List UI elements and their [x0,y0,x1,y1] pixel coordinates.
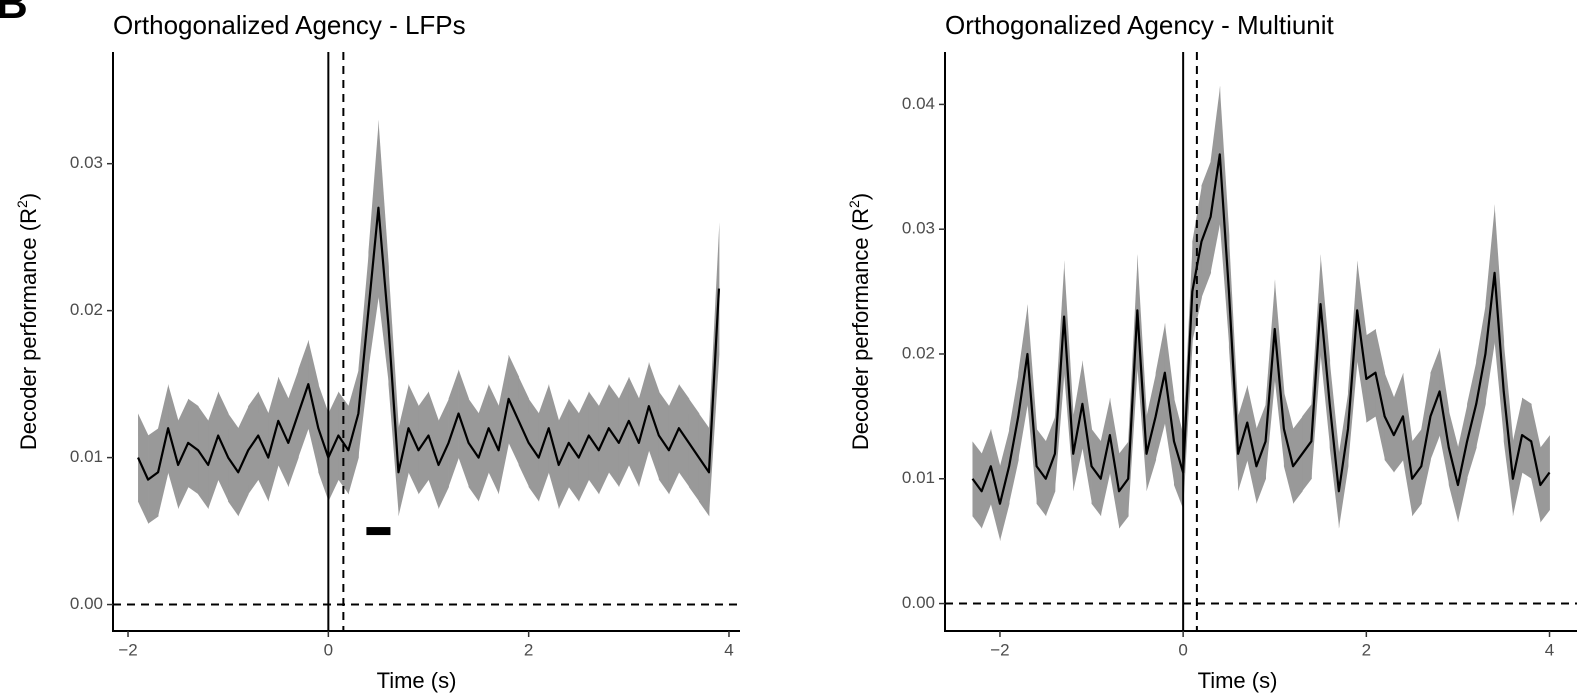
mean-line [137,206,721,481]
y-axis-label-text: Decoder performance (R [848,208,873,450]
y-axis-label: Decoder performance (R2) [846,193,873,450]
x-axis-label: Time (s) [377,668,457,693]
confidence-band [1393,372,1404,473]
panel: 0.00 0.01 0.02 0.03 −2 0 2 4 Orthogonalized Agen… [14,10,740,693]
y-tick-label: 0.01 [70,447,103,466]
x-tick-label: 4 [1545,640,1554,659]
y-tick-label: 0.00 [902,593,935,612]
x-tick-label: 4 [724,640,733,659]
y-tick-label: 0.04 [902,94,935,113]
y-tick-label: 0.03 [902,219,935,238]
y-tick-label: 0.00 [70,594,103,613]
y-tick-label: 0.02 [902,343,935,362]
chart-title: Orthogonalized Agency - LFPs [113,10,466,40]
y-axis-label: Decoder performance (R2) [14,193,41,450]
confidence-band [1384,372,1395,473]
x-axis-label: Time (s) [1198,668,1278,693]
x-tick-label: 0 [324,640,333,659]
x-tick-label: 0 [1178,640,1187,659]
y-axis-label-superscript: 2 [14,200,30,208]
confidence-band [378,119,389,385]
x-tick-label: 2 [1362,640,1371,659]
y-axis-label-suffix: ) [16,193,41,200]
x-tick-label: 2 [524,640,533,659]
y-tick-label: 0.03 [70,153,103,172]
y-axis-label-superscript: 2 [846,200,862,208]
chart-title: Orthogonalized Agency - Multiunit [945,10,1335,40]
confidence-band [368,119,379,370]
x-tick-label: −2 [118,640,137,659]
panel-label: B [0,0,28,28]
y-axis-label-suffix: ) [848,193,873,200]
y-axis-label-text: Decoder performance (R [16,208,41,450]
significance-bar [366,527,391,536]
y-tick-label: 0.01 [902,468,935,487]
x-tick-label: −2 [990,640,1009,659]
mean-line [971,153,1551,505]
y-tick-label: 0.02 [70,300,103,319]
panel: 0.00 0.01 0.02 0.03 0.04 −2 0 2 4 Orthogonalized … [846,10,1577,693]
